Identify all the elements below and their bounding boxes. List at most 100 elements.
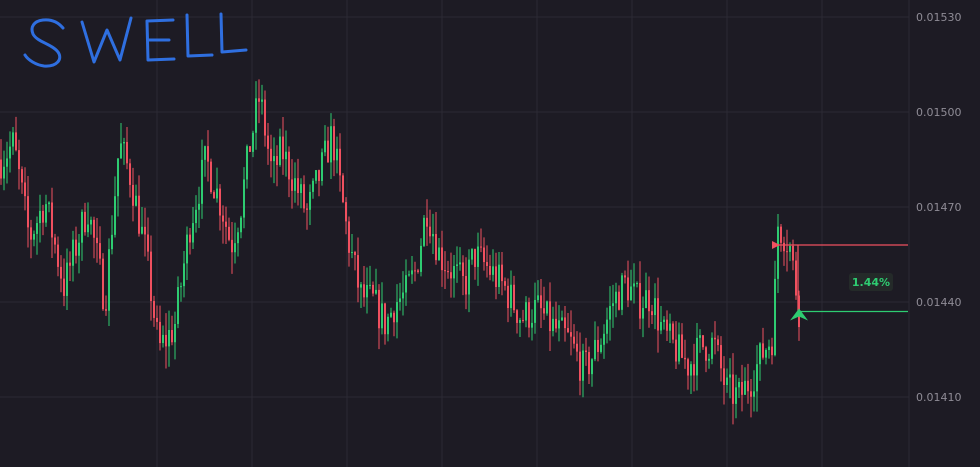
candle-body-down [486,262,488,266]
candle-body-up [459,262,461,265]
candle-body-up [510,284,512,309]
candle-body-up [582,350,584,381]
candle-body-up [162,334,164,344]
candle-body-down [153,301,155,318]
candle-body-down [327,140,329,163]
candle-body-up [498,264,500,288]
candle-body-down [681,334,683,358]
candle-body-down [702,335,704,348]
candle-body-down [465,276,467,295]
candle-body-up [294,178,296,191]
candle-body-up [402,292,404,299]
candle-body-down [156,317,158,322]
candle-body-up [612,303,614,307]
candle-body-down [564,317,566,329]
candle-body-up [558,320,560,329]
candle-body-up [177,287,179,324]
candle-body-up [39,210,41,224]
candle-body-up [273,156,275,162]
candle-body-down [69,262,71,266]
candle-body-down [522,319,524,321]
candle-body-up [279,136,281,165]
candle-body-up [324,140,326,153]
candle-body-up [534,300,536,323]
candle-body-down [225,221,227,227]
candle-body-up [312,180,314,192]
candle-body-down [732,374,734,404]
candle-body-up [654,298,656,316]
candle-body-down [339,148,341,176]
candle-body-up [663,319,665,323]
percent-change-text: 1.44% [852,276,890,289]
candle-body-up [423,217,425,246]
candle-body-down [99,243,101,259]
candle-body-up [708,358,710,361]
candle-body-up [243,179,245,218]
candle-body-down [372,284,374,294]
candle-body-down [213,192,215,199]
candle-body-down [435,234,437,261]
candle-body-down [210,161,212,193]
grid-layer [0,0,909,467]
candle-body-down [354,252,356,256]
candle-body-up [636,283,638,285]
candle-body-up [477,246,479,267]
candle-body-up [9,146,11,159]
candle-body-up [375,289,377,294]
candle-body-up [606,319,608,334]
candle-body-up [699,335,701,338]
candle-body-down [429,226,431,237]
candle-body-up [3,166,5,179]
candle-body-up [642,308,644,319]
candle-body-down [786,251,788,253]
candle-body-down [303,184,305,209]
candle-body-up [753,391,755,397]
candle-body-down [543,308,545,314]
candle-body-down [75,239,77,256]
candle-body-down [705,347,707,361]
candle-body-up [12,132,14,147]
candle-body-up [471,249,473,260]
candle-body-down [651,311,653,316]
candle-body-down [378,289,380,329]
candle-body-up [66,262,68,296]
candle-body-up [453,266,455,279]
candle-body-up [174,323,176,343]
candle-body-down [597,339,599,352]
candle-body-up [36,223,38,234]
candle-body-up [330,126,332,163]
candle-body-down [189,234,191,243]
candle-body-down [672,323,674,340]
candle-body-up [591,359,593,375]
candle-body-down [132,184,134,206]
candle-body-down [219,188,221,216]
candle-body-down [258,98,260,102]
candle-body-up [237,232,239,244]
candle-body-down [567,328,569,333]
candle-body-up [240,217,242,233]
candle-body-up [285,151,287,160]
candle-body-down [687,359,689,376]
candle-body-up [690,364,692,376]
candle-body-down [462,262,464,277]
candle-body-down [129,163,131,185]
candle-body-down [474,249,476,267]
candle-body-down [384,303,386,335]
candle-body-up [366,284,368,298]
candle-body-up [255,98,257,133]
candle-body-up [216,188,218,199]
candle-body-down [60,266,62,279]
candle-body-down [444,270,446,272]
candle-body-down [15,132,17,151]
candle-body-down [291,179,293,191]
candle-body-down [138,195,140,234]
candle-body-down [306,208,308,210]
candle-body-up [108,249,110,311]
candle-body-up [360,284,362,288]
candle-body-down [57,244,59,267]
candle-body-up [615,291,617,304]
candle-body-up [192,223,194,243]
candle-body-down [147,234,149,252]
